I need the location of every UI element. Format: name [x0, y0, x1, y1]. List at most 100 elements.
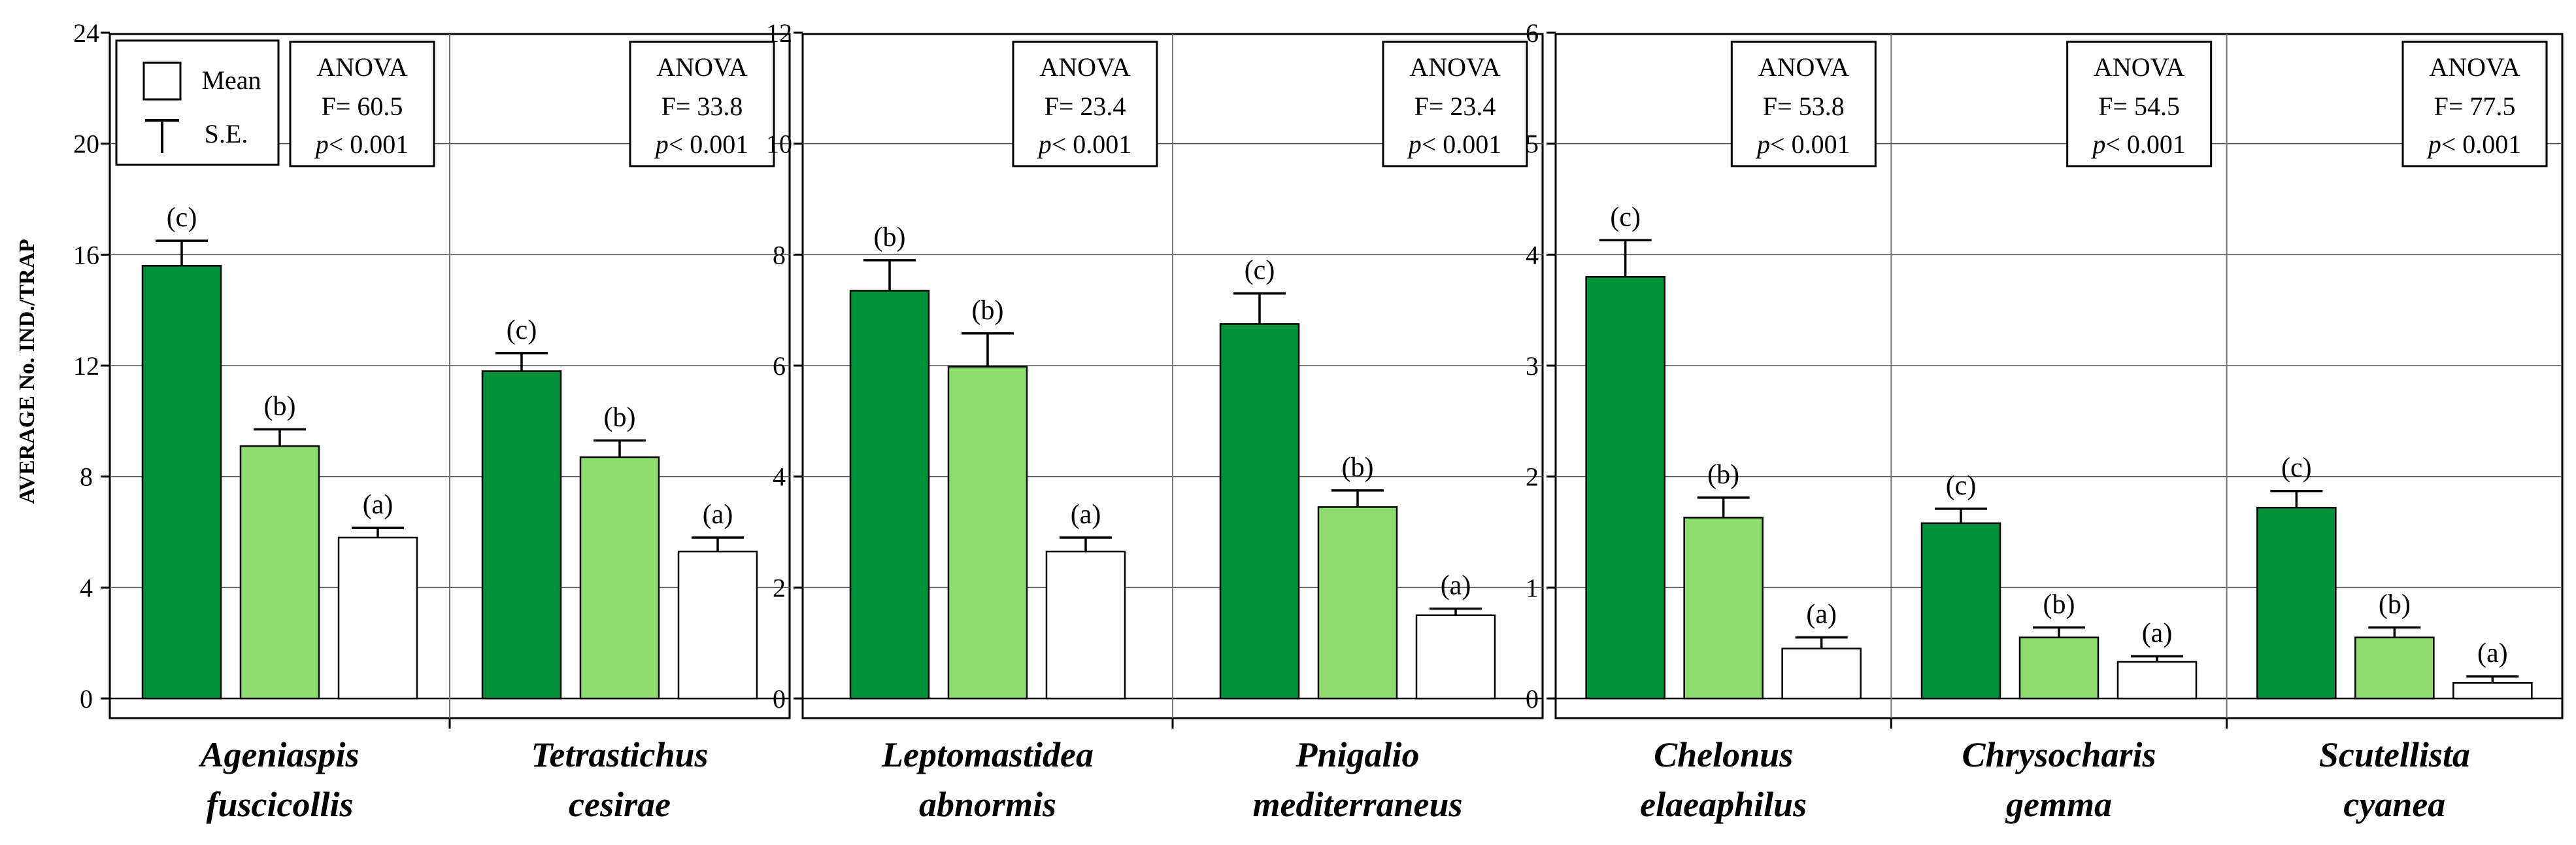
anova-p-value: p< 0.001 [2426, 129, 2522, 159]
y-tick-label: 2 [1526, 462, 1539, 492]
group-name-line1: Leptomastidea [881, 735, 1094, 774]
significance-letter: (c) [167, 203, 197, 233]
anova-p-threshold: < 0.001 [669, 129, 749, 159]
anova-p-symbol: p [1755, 129, 1770, 159]
significance-letter: (b) [2379, 589, 2411, 619]
anova-p-value: p< 0.001 [1755, 129, 1850, 159]
group-name-line2: cesirae [569, 785, 671, 824]
y-tick-label: 1 [1526, 573, 1539, 602]
group-name-line2: gemma [2005, 785, 2112, 824]
anova-f-value: F= 33.8 [661, 92, 743, 121]
y-tick-label: 3 [1526, 351, 1539, 381]
y-axis-label: AVERAGE No. IND./TRAP [15, 239, 39, 504]
y-tick-label: 6 [1526, 18, 1539, 48]
significance-letter: (b) [1342, 453, 1374, 483]
anova-p-symbol: p [1407, 129, 1422, 159]
y-tick-label: 8 [773, 240, 786, 269]
anova-title: ANOVA [1409, 52, 1500, 82]
y-tick-label: 0 [80, 684, 93, 714]
significance-letter: (b) [604, 403, 636, 433]
anova-box [289, 41, 435, 167]
anova-f-value: F= 23.4 [1414, 92, 1496, 121]
significance-letter: (b) [874, 222, 906, 252]
significance-letter: (b) [1707, 460, 1739, 490]
anova-box [1382, 41, 1528, 167]
bar [1415, 614, 1496, 700]
bar [1585, 276, 1665, 700]
anova-p-threshold: < 0.001 [329, 129, 409, 159]
anova-box [2401, 41, 2548, 167]
significance-letter: (a) [703, 500, 733, 530]
bar [579, 456, 660, 700]
group-name-line2: elaeaphilus [1640, 785, 1807, 824]
significance-letter: (a) [363, 490, 393, 520]
bar [849, 290, 930, 700]
bar [141, 265, 222, 700]
group-name-line1: Ageniaspis [198, 735, 359, 774]
group-name-line2: abnormis [919, 785, 1056, 824]
bar [239, 445, 320, 700]
anova-p-symbol: p [2426, 129, 2441, 159]
y-tick-label: 12 [73, 351, 99, 381]
significance-letter: (a) [2477, 638, 2508, 668]
significance-letter: (c) [1245, 256, 1275, 286]
group-name-line2: fuscicollis [207, 785, 354, 824]
y-tick-label: 4 [1526, 240, 1539, 269]
bar [2354, 636, 2435, 700]
y-tick-label: 0 [773, 684, 786, 714]
anova-box [629, 41, 775, 167]
significance-letter: (b) [972, 296, 1004, 326]
y-tick-label: 2 [773, 573, 786, 602]
anova-f-value: F= 53.8 [1763, 92, 1845, 121]
anova-p-value: p< 0.001 [1407, 129, 1502, 159]
anova-p-threshold: < 0.001 [1770, 129, 1850, 159]
legend-se-label: S.E. [205, 119, 248, 148]
legend-mean-swatch [142, 61, 182, 101]
y-tick-label: 24 [73, 18, 99, 48]
anova-p-value: p< 0.001 [1037, 129, 1132, 159]
anova-p-value: p< 0.001 [654, 129, 749, 159]
significance-letter: (c) [1946, 471, 1977, 501]
group-name-line1: Scutellista [2319, 735, 2470, 774]
anova-p-threshold: < 0.001 [1052, 129, 1132, 159]
anova-f-value: F= 23.4 [1045, 92, 1126, 121]
significance-letter: (c) [507, 315, 537, 345]
bar [1317, 506, 1398, 700]
significance-letter: (c) [1610, 202, 1641, 232]
anova-title: ANOVA [656, 52, 747, 82]
y-tick-label: 20 [73, 129, 99, 159]
bar [1219, 323, 1300, 700]
group-name-line1: Pnigalio [1295, 735, 1419, 774]
anova-box [1730, 41, 1877, 167]
legend-box [115, 39, 280, 166]
bar [2018, 636, 2099, 700]
anova-p-symbol: p [2090, 129, 2105, 159]
anova-title: ANOVA [2094, 52, 2184, 82]
bar [1781, 647, 1862, 700]
y-tick-label: 0 [1526, 684, 1539, 714]
anova-p-symbol: p [314, 129, 329, 159]
anova-title: ANOVA [2429, 52, 2520, 82]
anova-p-symbol: p [1037, 129, 1052, 159]
group-name-line1: Chelonus [1654, 735, 1793, 774]
significance-letter: (b) [264, 392, 296, 422]
anova-f-value: F= 60.5 [322, 92, 403, 121]
legend-mean-label: Mean [201, 65, 261, 95]
significance-letter: (a) [2142, 619, 2173, 649]
anova-box [2066, 41, 2213, 167]
bar [337, 536, 418, 700]
panel-frame-3 [1554, 33, 2564, 719]
anova-p-value: p< 0.001 [314, 129, 409, 159]
bar [481, 370, 562, 700]
bar [947, 366, 1028, 700]
anova-f-value: F= 77.5 [2434, 92, 2516, 121]
y-tick-label: 4 [80, 573, 93, 602]
anova-title: ANOVA [316, 52, 407, 82]
significance-letter: (a) [1806, 600, 1837, 630]
bar [2116, 661, 2198, 700]
y-tick-label: 6 [773, 351, 786, 381]
group-name-line2: mediterraneus [1252, 785, 1462, 824]
significance-letter: (a) [1441, 571, 1471, 601]
bar [1045, 550, 1126, 700]
